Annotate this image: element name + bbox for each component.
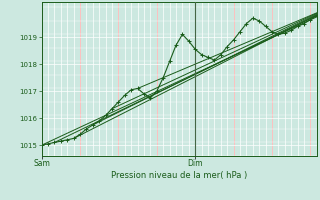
X-axis label: Pression niveau de la mer( hPa ): Pression niveau de la mer( hPa ) xyxy=(111,171,247,180)
